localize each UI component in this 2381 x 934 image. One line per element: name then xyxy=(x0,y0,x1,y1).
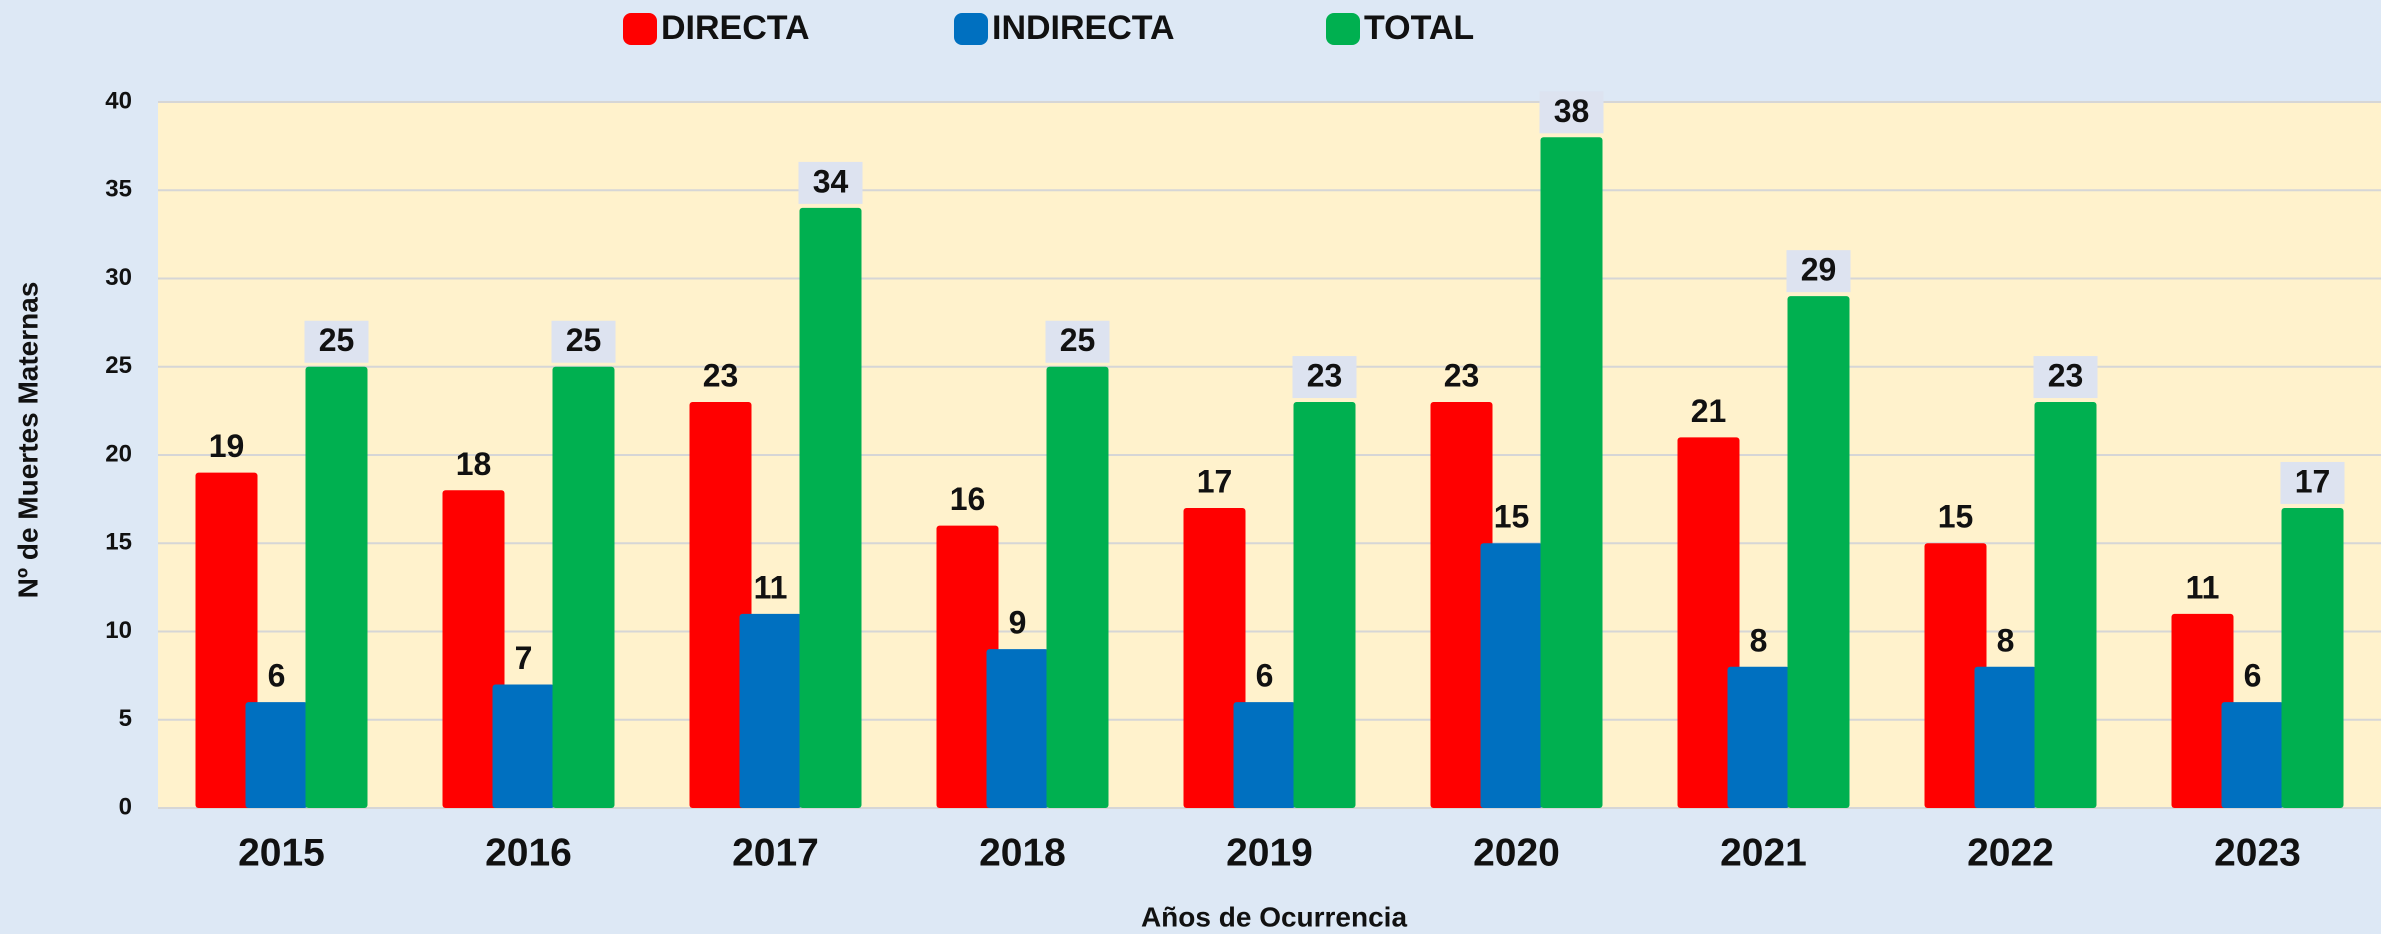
value-label: 7 xyxy=(515,640,533,676)
value-label-box xyxy=(2280,461,2345,504)
value-label: 9 xyxy=(1009,605,1027,641)
bar xyxy=(936,525,999,808)
x-tick-label: 2016 xyxy=(485,831,572,874)
bar xyxy=(1430,402,1493,808)
bar xyxy=(245,702,308,808)
bar xyxy=(1046,366,1109,808)
value-label: 23 xyxy=(1307,358,1343,394)
bar xyxy=(1677,437,1740,808)
value-label: 25 xyxy=(319,322,355,358)
x-tick-label: 2015 xyxy=(238,831,325,874)
bar xyxy=(739,613,802,808)
value-label: 34 xyxy=(813,163,849,199)
legend-swatch xyxy=(1326,13,1360,45)
value-label: 25 xyxy=(566,322,602,358)
value-label: 8 xyxy=(1997,622,2015,658)
y-tick-label: 35 xyxy=(105,176,132,203)
bar xyxy=(2281,507,2344,808)
bar xyxy=(689,402,752,808)
bar xyxy=(986,649,1049,808)
x-tick-label: 2023 xyxy=(2214,831,2301,874)
legend-label: DIRECTA xyxy=(661,9,810,47)
bar xyxy=(1540,137,1603,809)
bar xyxy=(492,684,555,808)
value-label: 15 xyxy=(1938,499,1974,535)
bar xyxy=(195,472,258,808)
y-tick-label: 20 xyxy=(105,440,132,467)
value-label: 38 xyxy=(1554,93,1590,129)
bar xyxy=(1183,507,1246,808)
y-tick-label: 40 xyxy=(105,87,132,114)
y-tick-label: 0 xyxy=(119,793,132,820)
bar xyxy=(552,366,615,808)
y-tick-label: 15 xyxy=(105,529,132,556)
y-axis-title: Nº de Muertes Maternas xyxy=(12,282,43,599)
value-label: 17 xyxy=(2295,463,2331,499)
value-label: 29 xyxy=(1801,252,1837,288)
value-label-box xyxy=(2033,356,2098,399)
legend-swatch xyxy=(623,13,657,45)
bar xyxy=(1924,543,1987,808)
value-label: 15 xyxy=(1494,499,1530,535)
value-label-box xyxy=(1539,91,1604,134)
bar xyxy=(1293,402,1356,808)
value-label: 25 xyxy=(1060,322,1096,358)
value-label: 23 xyxy=(703,358,739,394)
y-tick-label: 25 xyxy=(105,352,132,379)
value-label-box xyxy=(798,161,863,204)
bar xyxy=(1727,666,1790,808)
value-label: 21 xyxy=(1691,393,1727,429)
x-tick-label: 2021 xyxy=(1720,831,1807,874)
y-tick-label: 5 xyxy=(119,705,132,732)
value-label: 17 xyxy=(1197,463,1233,499)
x-tick-label: 2022 xyxy=(1967,831,2054,874)
value-label-box xyxy=(551,320,616,363)
value-label: 16 xyxy=(950,481,986,517)
bar xyxy=(442,490,505,808)
bar xyxy=(2221,702,2284,808)
value-label: 23 xyxy=(2048,358,2084,394)
x-tick-label: 2018 xyxy=(979,831,1066,874)
bar xyxy=(1974,666,2037,808)
value-label: 6 xyxy=(268,658,286,694)
value-label: 19 xyxy=(209,428,245,464)
value-label: 11 xyxy=(754,569,788,605)
bar xyxy=(2171,613,2234,808)
value-label: 6 xyxy=(1256,658,1274,694)
legend-swatch xyxy=(954,13,988,45)
value-label: 6 xyxy=(2244,658,2262,694)
value-label: 11 xyxy=(2186,569,2220,605)
value-label-box xyxy=(1045,320,1110,363)
x-tick-label: 2019 xyxy=(1226,831,1313,874)
x-tick-label: 2020 xyxy=(1473,831,1560,874)
y-tick-label: 10 xyxy=(105,617,132,644)
value-label: 8 xyxy=(1750,622,1768,658)
y-tick-label: 30 xyxy=(105,264,132,291)
value-label: 18 xyxy=(456,446,492,482)
bar xyxy=(305,366,368,808)
legend-label: TOTAL xyxy=(1364,9,1474,47)
x-tick-label: 2017 xyxy=(732,831,819,874)
bar xyxy=(1233,702,1296,808)
bar xyxy=(1787,296,1850,808)
value-label-box xyxy=(304,320,369,363)
value-label-box xyxy=(1292,356,1357,399)
bar xyxy=(799,207,862,808)
value-label: 23 xyxy=(1444,358,1480,394)
bar xyxy=(2034,402,2097,808)
x-axis-title: Años de Ocurrencia xyxy=(1141,901,1408,932)
value-label-box xyxy=(1786,250,1851,293)
bar xyxy=(1480,543,1543,808)
legend-label: INDIRECTA xyxy=(992,9,1175,47)
